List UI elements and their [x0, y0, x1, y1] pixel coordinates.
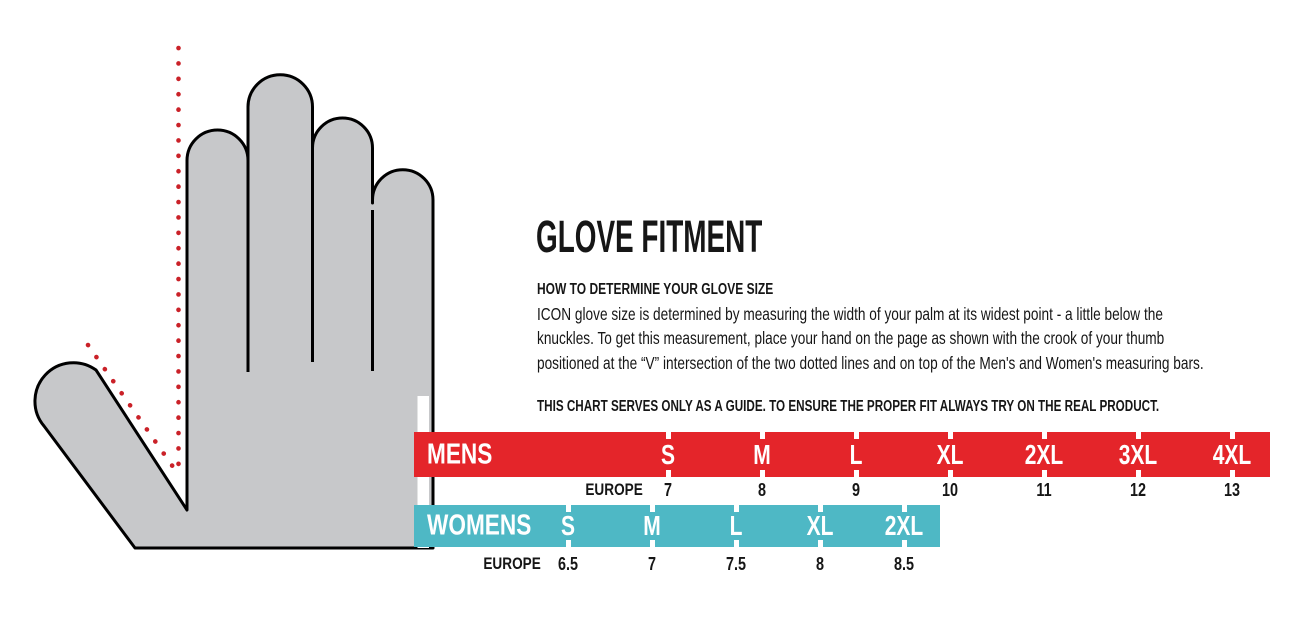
womens-europe-value-8: 8 — [815, 554, 825, 574]
womens-europe-value-6.5: 6.5 — [557, 554, 579, 574]
womens-europe-value-7.5: 7.5 — [725, 554, 747, 574]
size-tick — [665, 470, 671, 477]
page-title: GLOVE FITMENT — [536, 211, 763, 262]
size-tick — [759, 432, 765, 439]
diagonal-dotted-measure-line — [85, 342, 181, 477]
womens-europe-value-7: 7 — [647, 554, 657, 574]
size-tick — [733, 505, 739, 512]
hand-silhouette — [33, 73, 435, 550]
mens-europe-value-10: 10 — [941, 480, 959, 500]
womens-europe-value-8.5: 8.5 — [893, 554, 915, 574]
intro-line-2: knuckles. To get this measurement, place… — [537, 328, 1165, 349]
womens-europe-label: EUROPE — [483, 554, 541, 573]
size-tick — [759, 470, 765, 477]
womens-size-label-2xl: 2XL — [884, 510, 924, 541]
mens-europe-value-12: 12 — [1129, 480, 1147, 500]
disclaimer-text: THIS CHART SERVES ONLY AS A GUIDE. TO EN… — [537, 398, 1160, 415]
size-tick — [665, 432, 671, 439]
womens-size-label-xl: XL — [806, 510, 834, 541]
size-tick — [1041, 470, 1047, 477]
mens-size-label-4xl: 4XL — [1212, 438, 1252, 470]
size-tick — [817, 540, 823, 547]
size-tick — [1229, 432, 1235, 439]
size-tick — [1229, 470, 1235, 477]
size-tick — [1041, 432, 1047, 439]
intro-line-1: ICON glove size is determined by measuri… — [537, 304, 1163, 324]
mens-europe-value-11: 11 — [1036, 480, 1052, 500]
mens-europe-row: EUROPE 7 8 9 10 11 12 13 — [0, 479, 1311, 501]
mens-size-label-s: S — [660, 438, 676, 470]
mens-size-label-3xl: 3XL — [1118, 438, 1158, 470]
size-tick — [649, 540, 655, 547]
mens-bar-label: MENS — [427, 438, 493, 470]
size-tick — [853, 432, 859, 439]
mens-europe-value-13: 13 — [1223, 480, 1241, 500]
mens-size-label-m: M — [753, 438, 771, 470]
mens-europe-value-9: 9 — [851, 480, 861, 500]
womens-bar-label: WOMENS — [427, 509, 532, 542]
size-tick — [1135, 432, 1141, 439]
mens-europe-value-8: 8 — [757, 480, 767, 500]
intro-paragraph: ICON glove size is determined by measuri… — [537, 302, 1204, 375]
size-tick — [649, 505, 655, 512]
size-tick — [947, 432, 953, 439]
womens-size-label-s: S — [560, 510, 576, 541]
size-tick — [817, 505, 823, 512]
size-tick — [853, 470, 859, 477]
mens-size-label-xl: XL — [936, 438, 964, 470]
mens-size-label-2xl: 2XL — [1024, 438, 1064, 470]
mens-europe-label: EUROPE — [585, 480, 643, 499]
mens-europe-value-7: 7 — [663, 480, 673, 500]
section-subtitle: HOW TO DETERMINE YOUR GLOVE SIZE — [537, 281, 774, 298]
womens-size-label-m: M — [643, 510, 661, 541]
size-tick — [1135, 470, 1141, 477]
size-tick — [565, 505, 571, 512]
mens-size-bar: MENS S M L XL 2XL 3XL 4XL — [414, 432, 1270, 477]
womens-size-bar: WOMENS S M L XL 2XL — [414, 505, 940, 547]
size-tick — [901, 540, 907, 547]
intro-line-3: positioned at the “V” intersection of th… — [537, 352, 1204, 373]
size-tick — [565, 540, 571, 547]
womens-europe-row: EUROPE 6.5 7 7.5 8 8.5 — [0, 553, 1311, 575]
womens-size-label-l: L — [729, 510, 743, 541]
size-tick — [733, 540, 739, 547]
size-tick — [901, 505, 907, 512]
mens-size-label-l: L — [849, 438, 863, 470]
size-tick — [947, 470, 953, 477]
